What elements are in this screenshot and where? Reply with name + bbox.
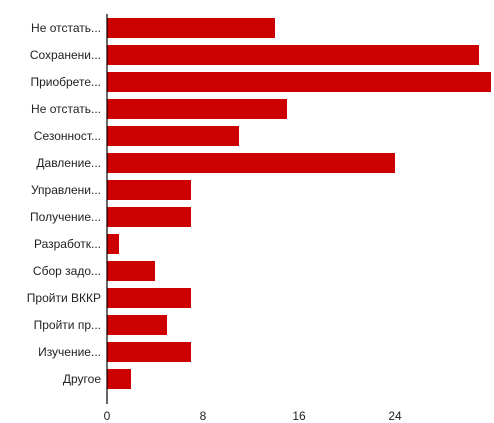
category-label-12: Изучение... xyxy=(38,345,101,359)
bar-13 xyxy=(107,369,131,389)
bar-6 xyxy=(107,180,191,200)
x-tick-label-3: 24 xyxy=(388,409,402,423)
bar-9 xyxy=(107,261,155,281)
x-tick-label-0: 0 xyxy=(104,409,111,423)
category-label-10: Пройти ВККР xyxy=(27,291,101,305)
category-label-0: Не отстать... xyxy=(31,21,101,35)
category-label-7: Получение... xyxy=(30,210,101,224)
category-labels: Не отстать... Сохранени... Приобрете... Не … xyxy=(27,21,102,386)
category-label-13: Другое xyxy=(63,372,101,386)
category-label-5: Давление... xyxy=(36,156,101,170)
bars-group xyxy=(107,18,491,389)
category-label-11: Пройти пр... xyxy=(34,318,101,332)
x-axis-ticks: 0 8 16 24 xyxy=(104,409,402,423)
bar-2 xyxy=(107,72,491,92)
category-label-6: Управлени... xyxy=(31,183,101,197)
bar-8 xyxy=(107,234,119,254)
bar-11 xyxy=(107,315,167,335)
bar-3 xyxy=(107,99,287,119)
x-tick-label-2: 16 xyxy=(292,409,306,423)
category-label-9: Сбор задо... xyxy=(33,264,101,278)
x-tick-label-1: 8 xyxy=(200,409,207,423)
category-label-8: Разработк... xyxy=(34,237,101,251)
bar-1 xyxy=(107,45,479,65)
category-label-1: Сохранени... xyxy=(30,48,101,62)
bar-10 xyxy=(107,288,191,308)
bar-0 xyxy=(107,18,275,38)
bar-12 xyxy=(107,342,191,362)
category-label-4: Сезонност... xyxy=(34,129,101,143)
category-label-2: Приобрете... xyxy=(30,75,101,89)
category-label-3: Не отстать... xyxy=(31,102,101,116)
bar-7 xyxy=(107,207,191,227)
bar-5 xyxy=(107,153,395,173)
bar-4 xyxy=(107,126,239,146)
